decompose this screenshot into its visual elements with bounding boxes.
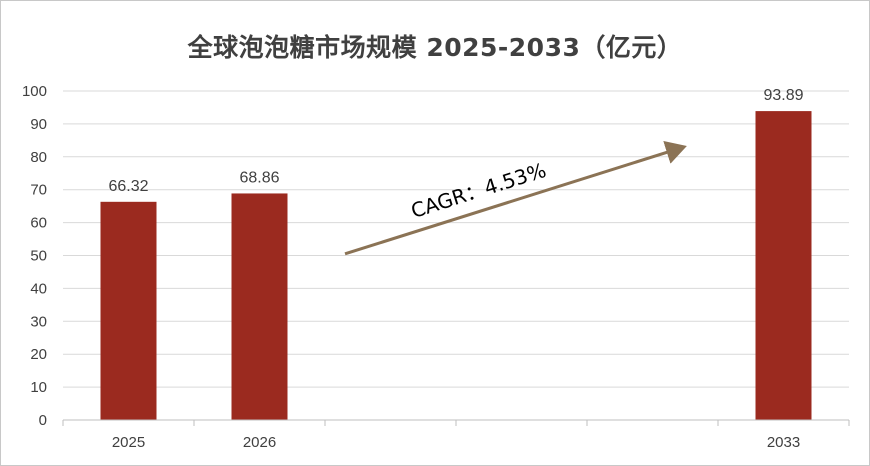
y-tick-label: 80	[30, 149, 47, 166]
data-label: 93.89	[763, 87, 803, 104]
y-tick-label: 70	[30, 182, 47, 199]
data-label: 66.32	[108, 178, 148, 195]
y-tick-label: 50	[30, 248, 47, 265]
y-tick-label: 10	[30, 379, 47, 396]
y-tick-label: 100	[22, 83, 47, 100]
chart-title: 全球泡泡糖市场规模 2025-2033（亿元）	[187, 33, 683, 62]
y-tick-label: 90	[30, 116, 47, 133]
y-tick-label: 40	[30, 280, 47, 297]
cagr-arrow	[344, 140, 687, 256]
bar	[755, 111, 812, 420]
y-tick-label: 0	[39, 412, 47, 429]
y-tick-label: 60	[30, 215, 47, 232]
x-tick-label: 2025	[112, 434, 145, 451]
y-tick-label: 20	[30, 346, 47, 363]
x-tick-label: 2033	[767, 434, 800, 451]
bar	[231, 193, 288, 420]
x-tick-label: 2026	[243, 434, 276, 451]
y-tick-label: 30	[30, 313, 47, 330]
data-label: 68.86	[239, 169, 279, 186]
bar	[100, 201, 157, 420]
